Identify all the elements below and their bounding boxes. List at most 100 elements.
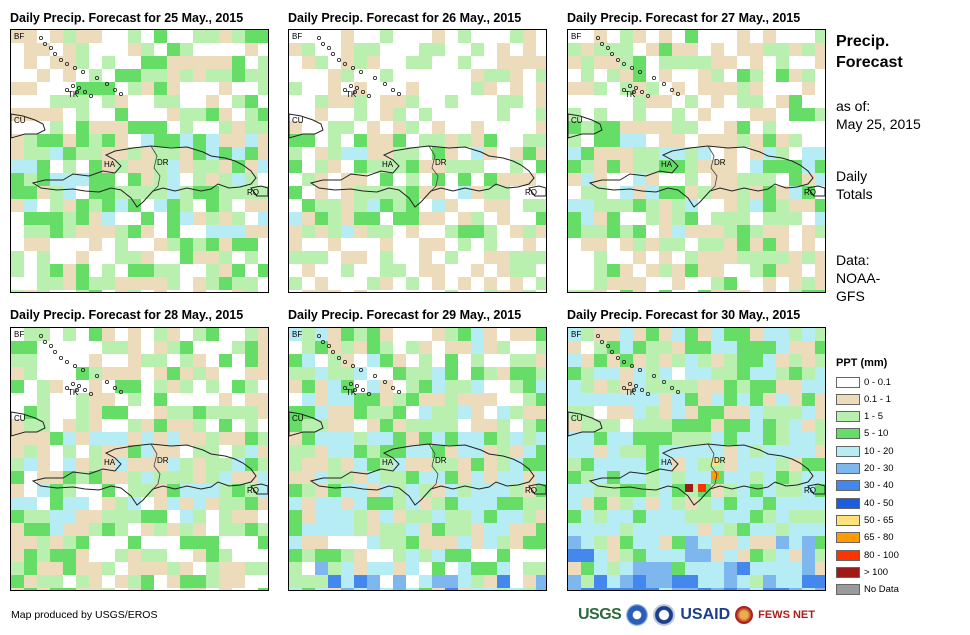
precip-cell: [76, 341, 89, 354]
precip-cell: [245, 277, 258, 290]
small-island: [616, 355, 621, 360]
precip-cell: [354, 471, 367, 484]
precip-cell: [393, 212, 406, 225]
precip-cell: [367, 367, 380, 380]
precip-cell: [594, 251, 607, 264]
precip-cell: [802, 523, 815, 536]
precip-cell: [607, 212, 620, 225]
precip-cell: [341, 510, 354, 523]
precip-cell: [24, 82, 37, 95]
precip-cell: [315, 264, 328, 277]
precip-cell: [406, 510, 419, 523]
precip-cell: [180, 393, 193, 406]
precip-cell: [154, 445, 167, 458]
small-island: [81, 368, 86, 373]
precip-cell: [232, 406, 245, 419]
precip-cell: [594, 82, 607, 95]
precip-cell: [50, 108, 63, 121]
precip-cell: [63, 264, 76, 277]
precip-cell: [802, 328, 815, 341]
precip-cell: [432, 328, 445, 341]
precip-cell: [406, 30, 419, 43]
precip-cell: [380, 367, 393, 380]
precip-cell: [289, 30, 302, 43]
small-island: [95, 374, 100, 379]
small-island: [676, 92, 681, 97]
precip-cell: [380, 160, 393, 173]
precip-cell: [354, 406, 367, 419]
precip-cell: [180, 108, 193, 121]
precip-cell: [258, 238, 268, 251]
precip-cell: [698, 264, 711, 277]
precip-cell: [167, 173, 180, 186]
precip-cell: [393, 56, 406, 69]
precip-cell: [315, 212, 328, 225]
data-source-block: Data: NOAA- GFS: [836, 251, 880, 305]
precip-cell: [89, 290, 102, 292]
precip-cell: [315, 277, 328, 290]
precip-cell: [633, 341, 646, 354]
precip-cell: [763, 328, 776, 341]
precip-cell: [471, 536, 484, 549]
precip-cell: [724, 354, 737, 367]
precip-cell: [620, 186, 633, 199]
precip-cell: [672, 354, 685, 367]
precip-cell: [37, 354, 50, 367]
precip-cell: [672, 510, 685, 523]
precip-cell: [206, 30, 219, 43]
precip-cell: [737, 471, 750, 484]
precip-cell: [154, 354, 167, 367]
precip-cell: [620, 108, 633, 121]
precip-cell: [698, 471, 711, 484]
precip-cell: [393, 432, 406, 445]
precip-cell: [419, 588, 432, 590]
precip-cell: [471, 510, 484, 523]
precip-cell: [763, 419, 776, 432]
precip-cell: [763, 549, 776, 562]
precip-cell: [685, 121, 698, 134]
precip-cell: [315, 536, 328, 549]
precip-cell: [245, 199, 258, 212]
small-island: [662, 380, 667, 385]
precip-cell: [510, 575, 523, 588]
precip-cell: [802, 121, 815, 134]
precip-cell: [445, 354, 458, 367]
precip-cell: [206, 212, 219, 225]
precip-cell: [341, 108, 354, 121]
precip-cell: [11, 251, 24, 264]
precip-cell: [581, 536, 594, 549]
precip-cell: [497, 147, 510, 160]
precip-cell: [24, 251, 37, 264]
precip-cell: [419, 458, 432, 471]
precip-cell: [180, 43, 193, 56]
precip-cell: [11, 341, 24, 354]
precip-cell: [776, 160, 789, 173]
precip-cell: [750, 43, 763, 56]
precip-cell: [497, 30, 510, 43]
precip-cell: [193, 225, 206, 238]
precip-cell: [594, 173, 607, 186]
precip-cell: [180, 510, 193, 523]
precip-cell: [581, 186, 594, 199]
precip-cell: [672, 588, 685, 590]
precip-cell: [380, 108, 393, 121]
precip-cell: [484, 121, 497, 134]
precip-cell: [711, 121, 724, 134]
precip-cell: [380, 264, 393, 277]
precip-cell: [471, 419, 484, 432]
precip-cell: [393, 290, 406, 292]
precip-cell: [523, 43, 536, 56]
precip-cell: [763, 471, 776, 484]
precip-cell: [315, 108, 328, 121]
precip-cell: [328, 277, 341, 290]
precip-cell: [50, 160, 63, 173]
precip-cell: [393, 419, 406, 432]
precip-cell: [763, 108, 776, 121]
precip-cell: [497, 160, 510, 173]
precip-cell: [633, 367, 646, 380]
precip-cell: [367, 562, 380, 575]
precip-cell: [685, 536, 698, 549]
precip-cell: [232, 510, 245, 523]
precip-cell: [328, 290, 341, 292]
precip-cell: [328, 30, 341, 43]
